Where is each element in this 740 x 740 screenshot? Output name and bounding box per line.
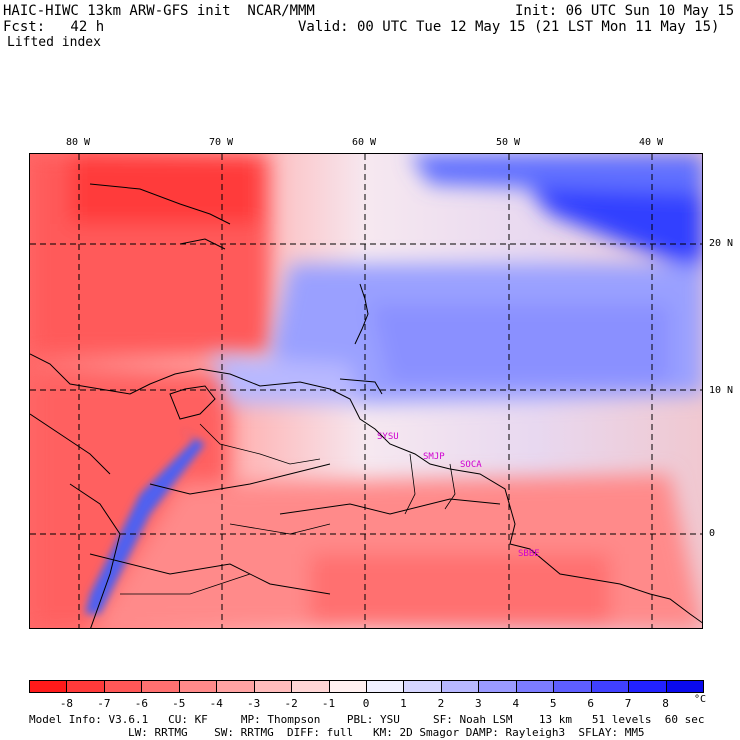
colorbar-tick-label: -4 [209, 697, 223, 710]
colorbar-swatch [216, 680, 255, 693]
colorbar-swatch [403, 680, 442, 693]
lat-label-10n: 10 N [709, 385, 734, 396]
positive-index-region [210, 154, 702, 404]
colorbar-tick-label: 6 [587, 697, 594, 710]
colorbar-swatch [141, 680, 180, 693]
map-graphic [30, 154, 702, 628]
colorbar-swatch [178, 680, 218, 693]
colorbar-swatch [665, 680, 704, 693]
graticule [30, 154, 702, 628]
forecast-hour: Fcst: 42 h [3, 19, 105, 35]
model-info-line2: LW: RRTMG SW: RRTMG DIFF: full KM: 2D Sm… [128, 726, 645, 739]
lifted-index-map: SYSU SMJP SOCA SBBE [29, 153, 703, 629]
colorbar-swatch [478, 680, 517, 693]
colorbar-tick-label: 8 [662, 697, 669, 710]
colorbar-swatch [553, 680, 592, 693]
colorbar-swatch [29, 680, 68, 693]
colorbar-tick-label: -8 [59, 697, 74, 710]
colorbar-swatch [253, 680, 293, 693]
lat-label-0: 0 [709, 528, 716, 539]
field-name: Lifted index [7, 35, 101, 50]
colorbar-tick-label: 2 [437, 697, 445, 710]
negative-index-region [30, 154, 702, 628]
colorbar-tick-label: 7 [624, 697, 632, 710]
lon-label-40w: 40 W [639, 137, 664, 148]
colorbar-tick-label: -3 [247, 697, 261, 710]
station-soca: SOCA [460, 460, 482, 470]
colorbar-swatch [66, 680, 105, 693]
colorbar-swatch [103, 680, 143, 693]
colorbar-swatch [515, 680, 555, 693]
colorbar-swatch [440, 680, 480, 693]
colorbar-tick-label: -7 [97, 697, 111, 710]
colorbar-tick-label: 1 [400, 697, 407, 710]
valid-time: Valid: 00 UTC Tue 12 May 15 (21 LST Mon … [298, 19, 720, 35]
coastlines [30, 183, 702, 628]
colorbar-swatch [291, 680, 330, 693]
andes-stable-band [85, 429, 205, 614]
colorbar-tick-label: -2 [284, 697, 298, 710]
colorbar-unit: °C [694, 694, 707, 705]
colorbar-tick-label: -5 [172, 697, 186, 710]
lat-label-20n: 20 N [709, 238, 734, 249]
colorbar-swatch [328, 680, 367, 693]
map-title: HAIC-HIWC 13km ARW-GFS init NCAR/MMM [3, 3, 315, 19]
init-time: Init: 06 UTC Sun 10 May 15 [515, 3, 735, 19]
colorbar-tick-label: 3 [475, 697, 482, 710]
station-sysu: SYSU [377, 432, 399, 442]
colorbar-tick-label: 0 [362, 697, 370, 710]
colorbar-tick-label: 5 [549, 697, 557, 710]
colorbar-swatch [628, 680, 667, 693]
colorbar-swatch [590, 680, 630, 693]
lon-label-60w: 60 W [352, 137, 377, 148]
colorbar-tick-label: -6 [134, 697, 148, 710]
colorbar-tick-label: 4 [512, 697, 520, 710]
station-sbbe: SBBE [518, 549, 540, 559]
model-info-line1: Model Info: V3.6.1 CU: KF MP: Thompson P… [29, 713, 705, 726]
station-smjp: SMJP [423, 452, 445, 462]
colorbar-swatch [366, 680, 405, 693]
lon-label-70w: 70 W [209, 137, 234, 148]
colorbar-tick-label: -1 [321, 697, 336, 710]
lon-label-80w: 80 W [66, 137, 91, 148]
lon-label-50w: 50 W [496, 137, 521, 148]
